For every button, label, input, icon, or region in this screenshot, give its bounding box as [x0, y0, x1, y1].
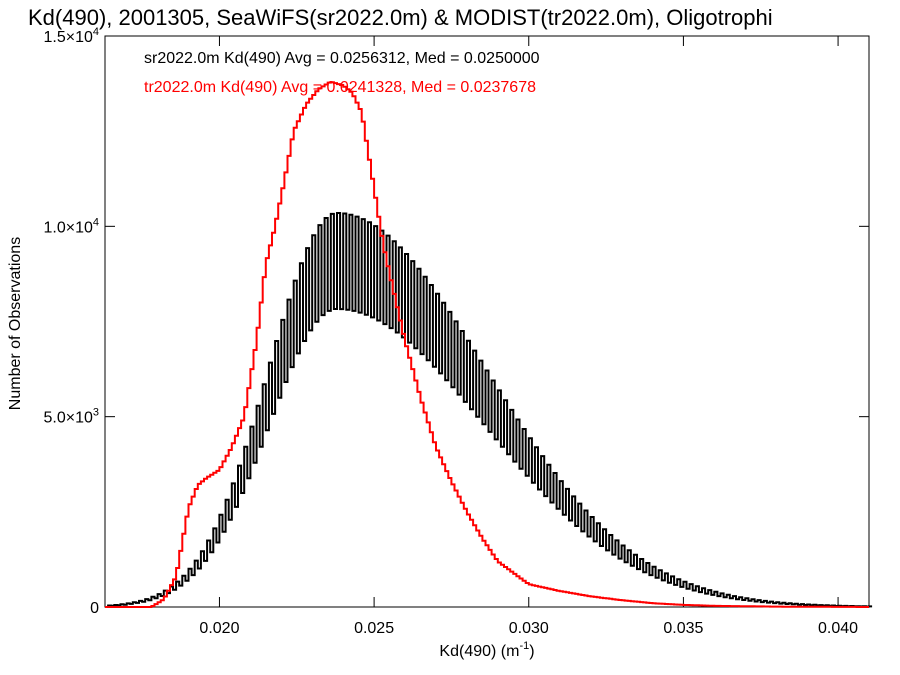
- y-tick-label: 5.0×103: [43, 407, 99, 427]
- plot-frame: [104, 35, 870, 608]
- x-axis-label: Kd(490) (m-1): [439, 640, 534, 660]
- x-tick-label: 0.035: [663, 620, 703, 637]
- x-tick-label: 0.030: [509, 620, 549, 637]
- chart-title: Kd(490), 2001305, SeaWiFS(sr2022.0m) & M…: [28, 5, 773, 30]
- series-line-tr2022: [105, 81, 869, 608]
- y-axis-label: Number of Observations: [7, 237, 24, 410]
- x-tick-label: 0.025: [354, 620, 394, 637]
- annotation-tr2022-stats: tr2022.0m Kd(490) Avg = 0.0241328, Med =…: [144, 79, 536, 96]
- y-tick-label: 1.0×104: [43, 216, 99, 236]
- annotation-sr2022-stats: sr2022.0m Kd(490) Avg = 0.0256312, Med =…: [144, 50, 540, 67]
- x-tick-label: 0.020: [199, 620, 239, 637]
- y-tick-label: 1.5×104: [43, 26, 99, 46]
- y-tick-label: 0: [90, 600, 99, 617]
- series-line-sr2022: [107, 212, 873, 608]
- x-tick-label: 0.040: [818, 620, 858, 637]
- x-axis-ticks: 0.020 0.025 0.030 0.035 0.040: [199, 36, 858, 637]
